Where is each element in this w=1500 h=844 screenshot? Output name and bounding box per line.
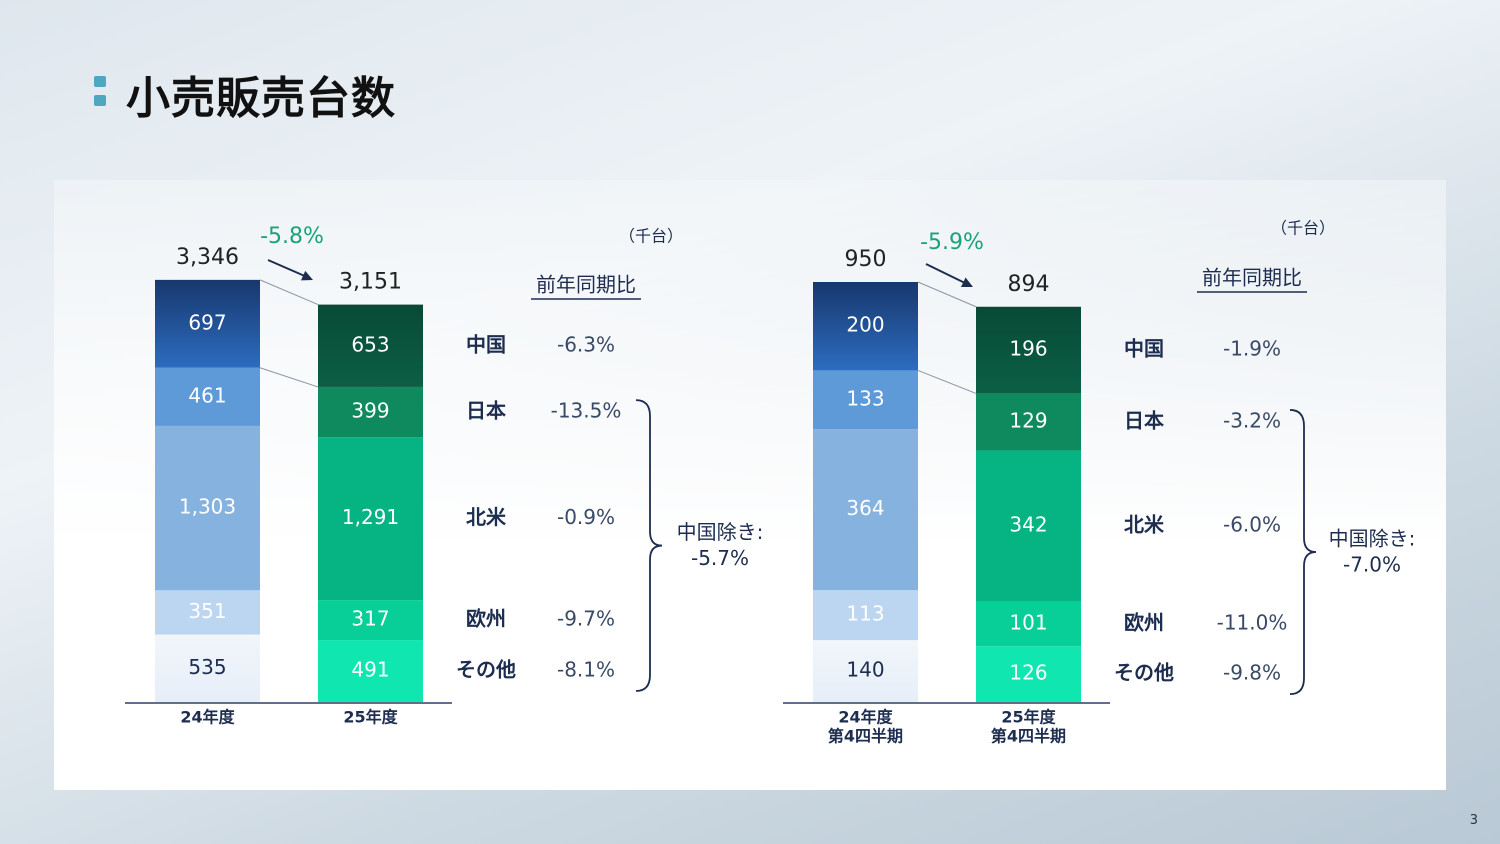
- yoy-value-china: -1.9%: [1223, 337, 1281, 361]
- total-label-2: 894: [1008, 272, 1050, 297]
- total-label-2: 3,151: [339, 270, 402, 295]
- bar-other-2: [976, 646, 1081, 702]
- chart-1: [125, 259, 663, 704]
- chart-panel: [54, 180, 1446, 790]
- bar-label-china-2: 196: [1009, 337, 1047, 361]
- yoy-value-europe: -9.7%: [557, 607, 615, 631]
- yoy-header: 前年同期比: [1202, 266, 1302, 290]
- category-label-1: 第4四半期: [828, 727, 903, 746]
- total-label-1: 3,346: [176, 245, 239, 270]
- brace: [635, 399, 663, 692]
- bar-label-china-1: 200: [846, 313, 884, 337]
- bar-japan-1: [155, 367, 260, 426]
- bar-label-japan-2: 129: [1009, 408, 1047, 432]
- yoy-value-china: -6.3%: [557, 332, 615, 356]
- region-label-europe: 欧州: [1124, 610, 1164, 634]
- bar-label-other-1: 535: [188, 655, 226, 679]
- yoy-value-other: -9.8%: [1223, 661, 1281, 685]
- bar-north-america-1: [813, 429, 918, 591]
- bar-other-2: [318, 640, 423, 702]
- bar-europe-1: [813, 590, 918, 641]
- bar-japan-2: [976, 393, 1081, 451]
- change-label: -5.8%: [260, 224, 324, 249]
- category-label-1: 24年度: [838, 708, 893, 727]
- bar-north-america-2: [318, 437, 423, 601]
- yoy-value-japan: -3.2%: [1223, 408, 1281, 432]
- yoy-value-other: -8.1%: [557, 658, 615, 682]
- bar-japan-1: [813, 370, 918, 430]
- yoy-value-north-america: -6.0%: [1223, 513, 1281, 537]
- bar-north-america-2: [976, 450, 1081, 602]
- bar-label-other-2: 491: [351, 658, 389, 682]
- region-label-other: その他: [456, 658, 516, 682]
- bar-north-america-1: [155, 425, 260, 591]
- connector-line-japan: [259, 367, 319, 388]
- region-label-japan: 日本: [466, 399, 506, 423]
- bar-label-europe-2: 101: [1009, 610, 1047, 634]
- bar-label-japan-1: 461: [188, 383, 226, 407]
- bar-label-europe-2: 317: [351, 607, 389, 631]
- page-number: 3: [1469, 813, 1478, 828]
- bar-europe-2: [976, 601, 1081, 647]
- connector-line-china: [259, 279, 319, 306]
- category-label-2: 第4四半期: [991, 727, 1066, 746]
- bar-label-other-1: 140: [846, 658, 884, 682]
- yoy-value-japan: -13.5%: [551, 399, 622, 423]
- yoy-header: 前年同期比: [536, 273, 636, 297]
- yoy-value-north-america: -0.9%: [557, 505, 615, 529]
- region-label-other: その他: [1114, 661, 1174, 685]
- excl-china-value: -7.0%: [1343, 553, 1401, 577]
- region-label-north-america: 北米: [1124, 513, 1165, 537]
- bar-label-china-1: 697: [188, 310, 226, 334]
- excl-china-value: -5.7%: [691, 546, 749, 570]
- bar-label-north-america-1: 364: [846, 496, 884, 520]
- category-label-2: 25年度: [343, 708, 398, 727]
- bar-china-2: [318, 304, 423, 387]
- bar-label-north-america-2: 1,291: [342, 505, 399, 529]
- unit-label: （千台）: [1271, 219, 1335, 238]
- excl-china-label: 中国除き:: [677, 520, 764, 544]
- excl-china-label: 中国除き:: [1329, 527, 1416, 551]
- bar-japan-2: [318, 386, 423, 438]
- region-label-north-america: 北米: [466, 505, 507, 529]
- bar-other-1: [155, 634, 260, 702]
- region-label-japan: 日本: [1124, 408, 1164, 432]
- region-label-europe: 欧州: [466, 607, 506, 631]
- yoy-value-europe: -11.0%: [1217, 610, 1288, 634]
- bar-label-europe-1: 351: [188, 599, 226, 623]
- region-label-china: 中国: [1124, 337, 1164, 361]
- total-label-1: 950: [845, 247, 887, 272]
- bar-label-north-america-2: 342: [1009, 513, 1047, 537]
- bar-china-1: [813, 282, 918, 371]
- bar-label-japan-2: 399: [351, 399, 389, 423]
- change-label: -5.9%: [920, 230, 984, 255]
- title-marker: [94, 76, 106, 106]
- region-label-china: 中国: [466, 332, 506, 356]
- brace: [1289, 409, 1317, 696]
- change-arrow-head: [961, 277, 973, 287]
- bar-china-2: [976, 306, 1081, 394]
- change-arrow-head: [301, 270, 313, 281]
- bar-china-1: [155, 279, 260, 368]
- bar-label-china-2: 653: [351, 332, 389, 356]
- bar-label-north-america-1: 1,303: [179, 495, 236, 519]
- category-label-2: 25年度: [1001, 708, 1056, 727]
- bar-label-europe-1: 113: [846, 602, 884, 626]
- bar-europe-1: [155, 590, 260, 635]
- bar-other-1: [813, 640, 918, 702]
- connector-line-japan: [917, 369, 977, 394]
- bar-label-other-2: 126: [1009, 661, 1047, 685]
- category-label-1: 24年度: [180, 708, 235, 727]
- bar-label-japan-1: 133: [846, 386, 884, 410]
- connector-line-china: [917, 281, 977, 308]
- unit-label: （千台）: [619, 227, 683, 246]
- chart-2: [783, 263, 1317, 704]
- change-arrow: [267, 259, 308, 278]
- page-title: 小売販売台数: [126, 73, 396, 124]
- change-arrow: [925, 263, 968, 285]
- bar-europe-2: [318, 600, 423, 641]
